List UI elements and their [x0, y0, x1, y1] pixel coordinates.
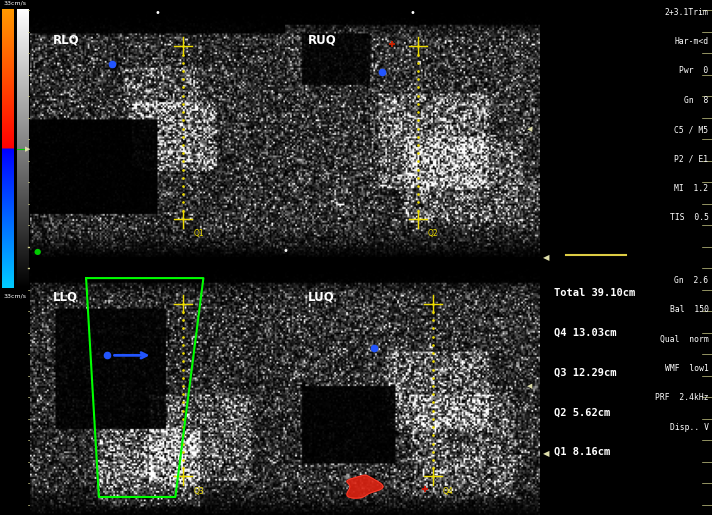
- Text: 33cm/s: 33cm/s: [4, 294, 26, 299]
- Text: ●: ●: [33, 248, 41, 256]
- Text: Disp.. V: Disp.. V: [669, 423, 708, 432]
- Text: 2+3.1Trim: 2+3.1Trim: [665, 8, 708, 16]
- Text: RUQ: RUQ: [308, 33, 337, 46]
- Text: •: •: [282, 247, 288, 256]
- Text: Total 39.10cm: Total 39.10cm: [554, 288, 635, 298]
- Text: ◀: ◀: [543, 449, 550, 458]
- Text: RLQ: RLQ: [53, 33, 80, 46]
- Text: Pwr  0: Pwr 0: [679, 66, 708, 75]
- Text: Q4: Q4: [443, 487, 454, 495]
- Text: WMF  low1: WMF low1: [665, 364, 708, 373]
- Text: Q3: Q3: [193, 487, 204, 495]
- Text: LUQ: LUQ: [308, 291, 335, 304]
- Text: ◀: ◀: [543, 253, 550, 262]
- Text: Q3 12.29cm: Q3 12.29cm: [554, 368, 617, 377]
- Text: Bal  150: Bal 150: [669, 305, 708, 314]
- Text: ▶: ▶: [25, 146, 30, 152]
- Text: Gn  2.6: Gn 2.6: [674, 276, 708, 285]
- Text: Qual  norm: Qual norm: [660, 335, 708, 344]
- Text: Q4 13.03cm: Q4 13.03cm: [554, 328, 617, 338]
- Text: MI  1.2: MI 1.2: [674, 184, 708, 193]
- Polygon shape: [347, 475, 383, 498]
- Text: Q1: Q1: [193, 229, 204, 238]
- Text: •: •: [155, 8, 160, 18]
- Text: PRF  2.4kHz: PRF 2.4kHz: [655, 393, 708, 402]
- Text: Q1 8.16cm: Q1 8.16cm: [554, 447, 610, 457]
- Text: 33cm/s: 33cm/s: [4, 0, 26, 5]
- Text: Gn  8: Gn 8: [684, 96, 708, 105]
- Text: Q2 5.62cm: Q2 5.62cm: [554, 407, 610, 417]
- Text: ◀: ◀: [527, 383, 533, 389]
- Text: P2 / E1: P2 / E1: [674, 154, 708, 163]
- Text: TIS  0.5: TIS 0.5: [669, 213, 708, 222]
- Text: LLQ: LLQ: [53, 291, 78, 304]
- Text: ◀: ◀: [527, 126, 533, 132]
- Text: •: •: [409, 8, 415, 18]
- Text: C5 / M5: C5 / M5: [674, 125, 708, 134]
- Text: Har-m<d: Har-m<d: [674, 37, 708, 46]
- Text: Q2: Q2: [428, 229, 439, 238]
